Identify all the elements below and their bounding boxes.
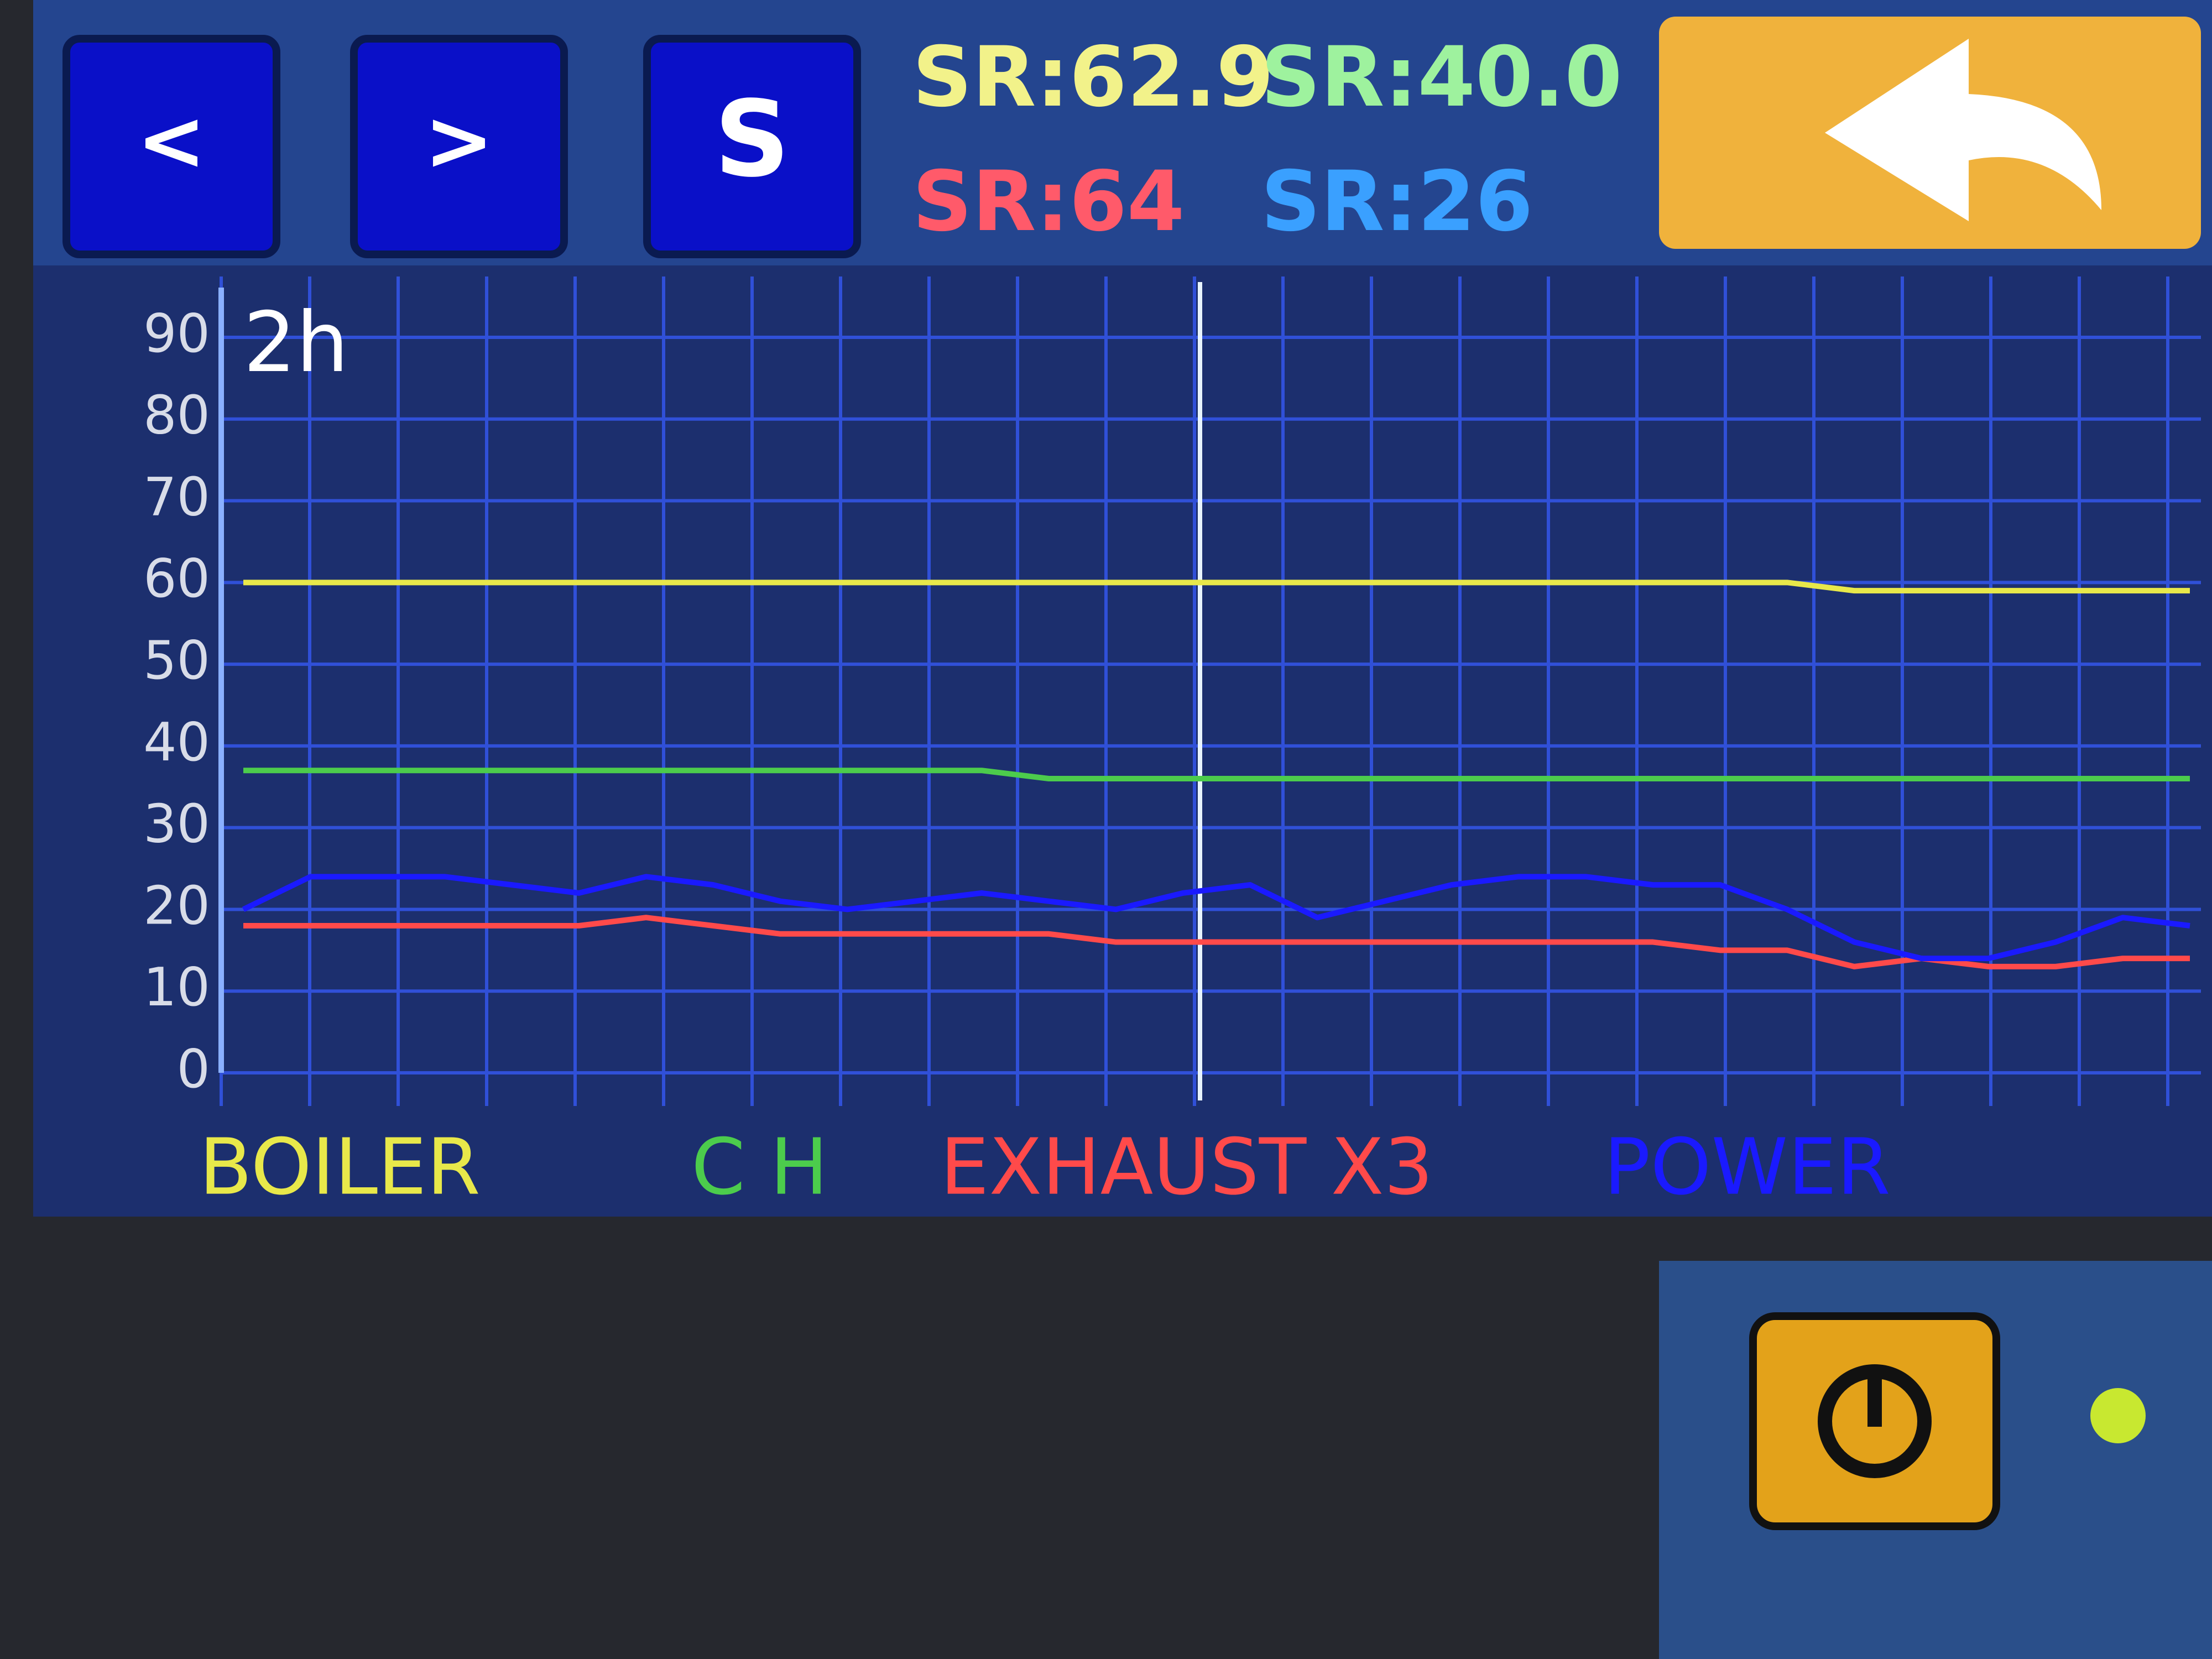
led <box>2090 1388 2146 1443</box>
reading: SR:26 <box>1261 154 1533 250</box>
y-tick-label: 30 <box>143 794 210 855</box>
reading: SR:64 <box>912 154 1185 250</box>
back-icon <box>1825 39 2101 221</box>
y-tick-label: 60 <box>143 549 210 609</box>
y-tick-label: 10 <box>143 957 210 1018</box>
series-line <box>243 580 2190 594</box>
reading: SR:62.9 <box>912 29 1274 126</box>
y-tick-label: 90 <box>143 304 210 364</box>
legend-entry: POWER <box>1604 1123 1891 1213</box>
nav-button[interactable] <box>62 35 280 258</box>
y-tick-label: 80 <box>143 385 210 446</box>
nav-button[interactable] <box>643 35 861 258</box>
y-tick-label: 50 <box>143 630 210 691</box>
legend-entry: BOILER <box>199 1123 481 1213</box>
y-tick-label: 20 <box>143 875 210 936</box>
y-tick-label: 40 <box>143 712 210 773</box>
chart: 0 10 20 30 40 50 60 70 80 90 2h BOILER C H EXHAUST X3… <box>143 276 2201 1213</box>
series-line <box>243 768 2190 781</box>
y-tick-label: 0 <box>177 1039 210 1100</box>
reading: SR:40.0 <box>1261 29 1623 126</box>
legend-entry: EXHAUST X3 <box>940 1123 1433 1213</box>
y-tick-label: 70 <box>143 467 210 528</box>
nav-button-label: > <box>424 93 494 189</box>
nav-button-label: S <box>714 78 790 200</box>
nav-button-label: < <box>137 93 206 189</box>
series-line <box>242 874 2190 962</box>
nav-button[interactable] <box>350 35 568 258</box>
series-line <box>243 915 2190 969</box>
legend-entry: C H <box>691 1123 828 1213</box>
time-span: 2h <box>243 295 349 391</box>
